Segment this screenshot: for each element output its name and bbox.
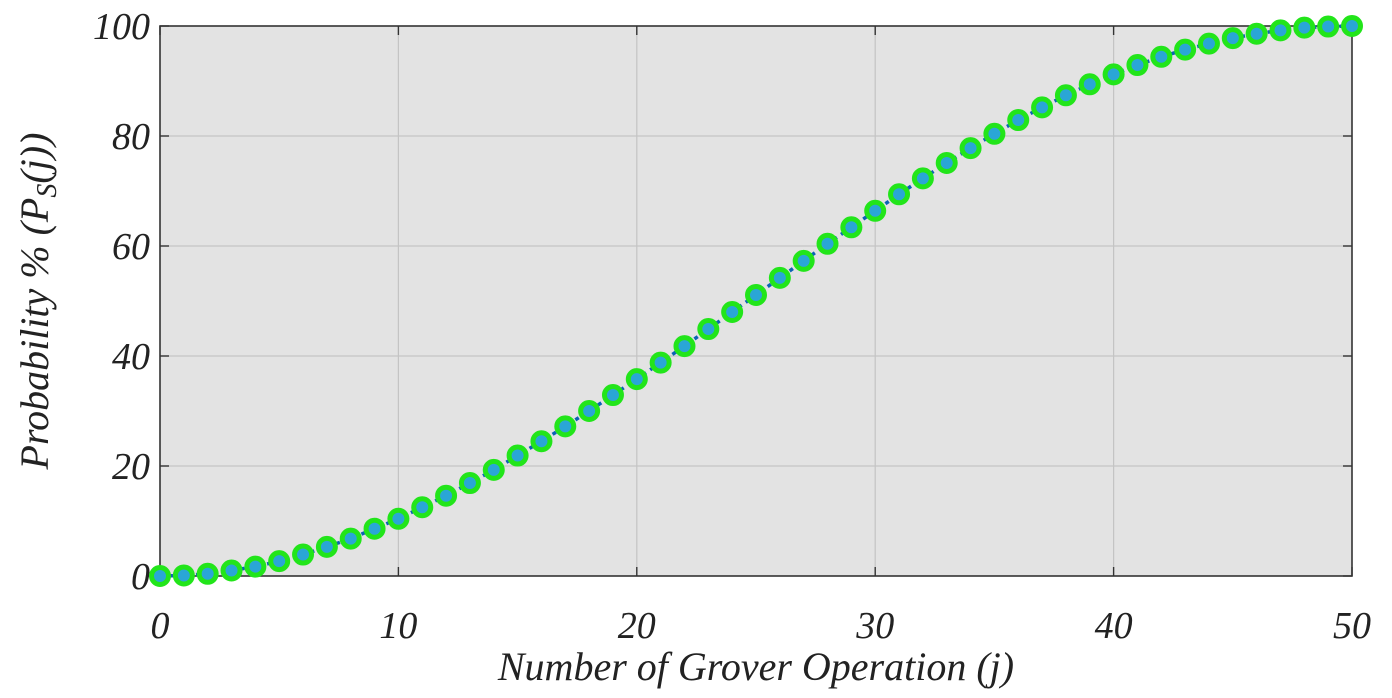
data-point: [1269, 19, 1292, 42]
data-point: [697, 318, 720, 341]
data-point: [1174, 38, 1197, 61]
data-point: [387, 507, 410, 530]
y-tick-labels: 0 20 40 60 80 100: [93, 6, 150, 598]
y-tick-label: 20: [112, 446, 150, 488]
y-tick-label: 60: [112, 226, 150, 268]
gridlines: [160, 26, 1352, 576]
data-point: [1221, 27, 1244, 50]
data-point: [721, 301, 744, 323]
data-point: [530, 430, 553, 453]
data-point: [649, 351, 672, 374]
data-point: [315, 535, 338, 558]
data-point: [1150, 45, 1173, 68]
data-point: [864, 199, 887, 222]
data-point: [578, 400, 601, 422]
data-point: [625, 368, 648, 391]
data-point: [983, 122, 1006, 145]
y-tick-label: 40: [112, 336, 150, 378]
data-point: [816, 232, 839, 255]
data-point: [1031, 96, 1054, 119]
data-point: [172, 564, 195, 587]
data-point: [435, 484, 458, 507]
plot-frame: [159, 25, 1353, 577]
data-point: [149, 565, 171, 587]
data-point: [768, 266, 791, 289]
x-tick-labels: 0 10 20 30 40 50: [151, 605, 1372, 647]
x-tick-label: 0: [151, 605, 170, 647]
y-axis-label: Probability % (PS(j)): [12, 133, 63, 471]
data-series: [149, 15, 1363, 587]
data-point: [888, 183, 911, 206]
data-point: [363, 517, 386, 540]
data-point: [482, 458, 505, 481]
data-point: [554, 415, 577, 438]
data-point: [1102, 63, 1125, 86]
data-point: [220, 559, 243, 582]
x-tick-label: 50: [1333, 605, 1371, 647]
data-point: [1317, 15, 1340, 38]
data-point: [1054, 84, 1077, 107]
x-axis-label: Number of Grover Operation (j): [497, 644, 1014, 689]
data-point: [911, 167, 934, 190]
data-point: [292, 543, 315, 566]
data-point: [268, 550, 291, 573]
y-tick-label: 80: [112, 116, 150, 158]
x-tick-label: 40: [1095, 605, 1133, 647]
x-tick-label: 10: [379, 605, 417, 647]
data-point: [1197, 32, 1220, 55]
data-point: [506, 444, 529, 467]
data-point: [959, 137, 982, 160]
x-tick-label: 30: [855, 605, 894, 647]
data-point: [745, 283, 767, 306]
y-axis-label-subscript: S: [32, 184, 63, 198]
data-point: [458, 472, 481, 495]
data-point: [339, 527, 362, 550]
y-tick-label: 100: [93, 6, 150, 48]
data-point: [840, 216, 863, 239]
data-point: [1293, 16, 1316, 39]
data-point: [1341, 15, 1363, 37]
data-point: [196, 562, 219, 585]
data-point: [1126, 54, 1149, 77]
data-point: [935, 151, 958, 174]
y-axis-label-suffix: (j)): [12, 133, 57, 184]
x-tick-label: 20: [618, 605, 656, 647]
y-tick-label: 0: [131, 556, 150, 598]
data-point: [601, 384, 624, 407]
data-point: [1007, 109, 1030, 132]
data-point: [411, 496, 434, 519]
y-axis-label-prefix: Probability % (P: [12, 198, 57, 471]
data-point: [673, 335, 696, 358]
data-point: [1245, 22, 1268, 45]
data-point: [1078, 73, 1101, 96]
data-point: [244, 555, 267, 578]
data-point: [792, 249, 815, 272]
